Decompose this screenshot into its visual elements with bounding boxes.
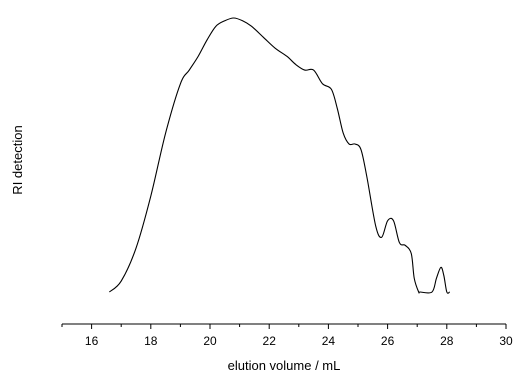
x-tick-label: 28 [440, 334, 454, 348]
x-tick-label: 20 [203, 334, 217, 348]
x-tick-label: 18 [144, 334, 158, 348]
x-tick-label: 16 [85, 334, 99, 348]
y-axis-title: RI detection [10, 125, 25, 194]
x-tick-label: 24 [322, 334, 336, 348]
series-line [108, 17, 451, 294]
x-axis-tick-labels: 16 18 20 22 24 26 28 30 [85, 334, 513, 348]
x-tick-label: 22 [263, 334, 277, 348]
x-axis-title: elution volume / mL [228, 358, 341, 373]
x-axis-ticks [61, 324, 507, 329]
x-tick-label: 30 [499, 334, 513, 348]
x-tick-label: 26 [381, 334, 395, 348]
